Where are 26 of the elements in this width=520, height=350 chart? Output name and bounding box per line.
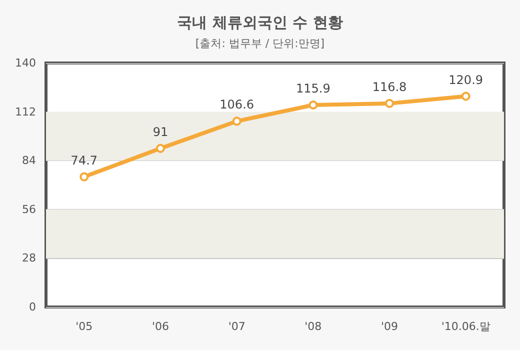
chart-subtitle: [출처: 법무부 / 단위:만명] [195,37,325,50]
data-label: 74.7 [70,153,98,168]
y-tick-label: 0 [29,300,36,314]
y-tick-label: 56 [22,202,36,216]
point [461,92,470,101]
data-label: 106.6 [220,98,254,112]
y-tick-label: 140 [15,56,36,70]
data-label: 116.8 [372,80,407,94]
x-tick-label: '05 [76,320,93,333]
data-label: 120.9 [448,72,484,87]
y-tick-label: 28 [22,252,36,265]
x-tick-label: '08 [304,320,322,333]
point [385,98,394,108]
data-label: 91 [152,124,168,139]
point [156,144,165,153]
x-tick-label: '07 [228,320,246,333]
data-label: 115.9 [296,82,330,96]
point [308,100,318,110]
y-tick-label: 112 [15,105,36,118]
point [80,172,89,182]
x-tick-label: '10.06.말 [441,320,490,333]
x-tick-label: '06 [152,320,170,333]
chart-title: 국내 체류외국인 수 현황 [177,14,343,32]
point [232,116,242,126]
y-tick-label: 84 [22,154,36,168]
x-tick-label: '09 [380,320,398,333]
